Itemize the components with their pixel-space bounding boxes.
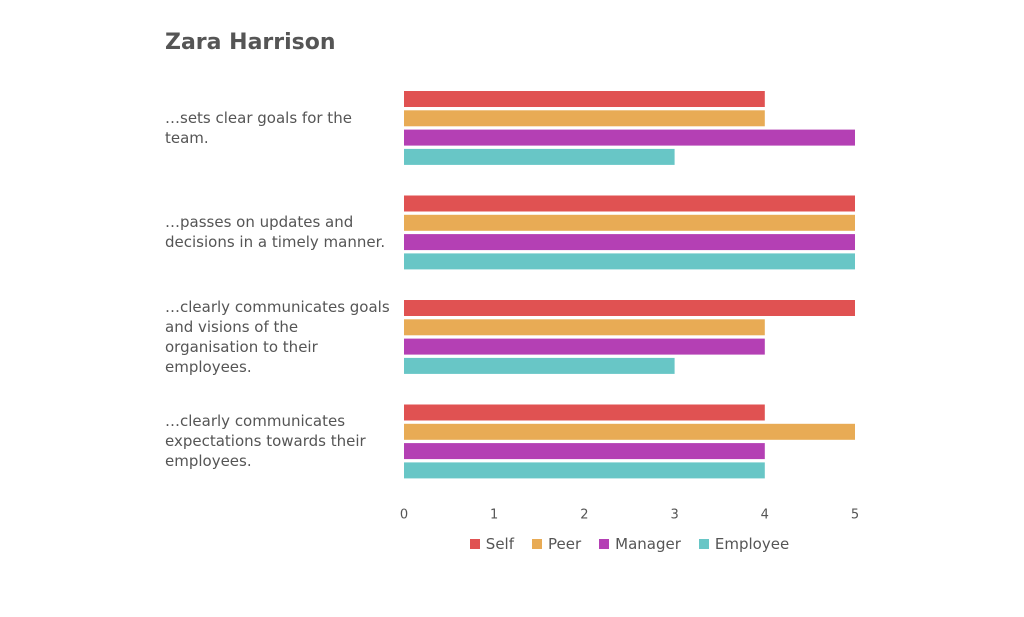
legend-label: Peer	[548, 535, 582, 553]
legend-label: Manager	[615, 535, 681, 553]
x-tick-label: 3	[670, 508, 678, 523]
chart-title: Zara Harrison	[165, 30, 336, 55]
bar	[404, 129, 855, 146]
bar	[404, 300, 855, 316]
x-tick-label: 0	[400, 508, 408, 523]
bar	[404, 404, 765, 421]
category-label: …passes on updates and decisions in a ti…	[165, 213, 386, 252]
x-tick-label: 2	[580, 508, 588, 523]
x-tick-label: 4	[761, 508, 769, 523]
bar	[404, 214, 855, 231]
bar	[404, 423, 855, 440]
bar	[404, 319, 765, 336]
legend-item: Manager	[599, 535, 681, 553]
legend-swatch	[532, 539, 542, 549]
bar	[404, 110, 765, 127]
category-label: …sets clear goals for the team.	[165, 108, 352, 147]
legend-label: Self	[485, 535, 514, 553]
bar	[404, 253, 855, 270]
legend-swatch	[698, 539, 709, 549]
bar	[404, 443, 765, 460]
bar	[404, 234, 855, 251]
legend: Self Peer Manager Employee	[404, 535, 855, 553]
legend-item: Peer	[532, 535, 581, 553]
bar	[404, 462, 765, 479]
legend-swatch	[469, 539, 480, 549]
bar	[404, 91, 765, 107]
legend-swatch	[599, 539, 610, 549]
legend-item: Self	[469, 535, 514, 553]
category-label: …clearly communicates goals and visions …	[165, 297, 390, 376]
bar	[404, 338, 765, 355]
bar	[404, 195, 855, 212]
category-label: …clearly communicates expectations towar…	[165, 412, 366, 471]
legend-label: Employee	[714, 535, 790, 553]
x-tick-label: 1	[490, 508, 498, 523]
bar	[404, 148, 675, 165]
bar	[404, 357, 675, 374]
legend-item: Employee	[698, 535, 790, 553]
x-tick-label: 5	[851, 508, 859, 523]
